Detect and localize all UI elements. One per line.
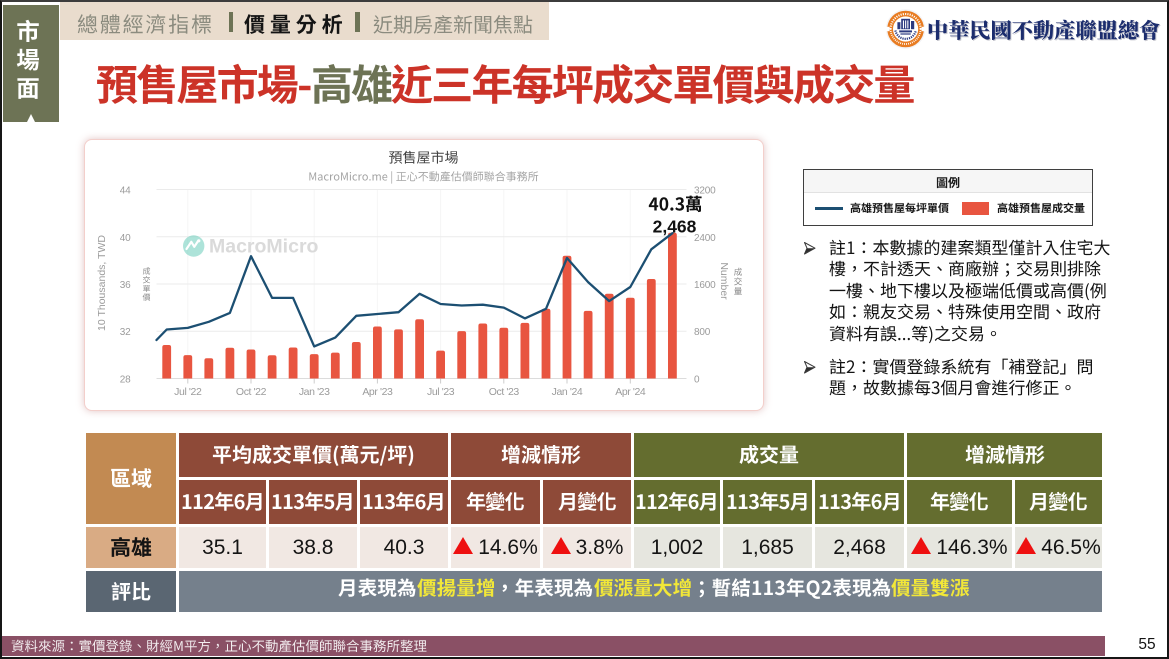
svg-text:Oct '22: Oct '22 <box>235 386 266 398</box>
svg-text:44: 44 <box>119 186 130 197</box>
svg-text:Apr '24: Apr '24 <box>615 386 646 398</box>
svg-text:28: 28 <box>119 375 130 386</box>
svg-text:40: 40 <box>119 233 130 244</box>
svg-text:Oct '23: Oct '23 <box>488 386 519 398</box>
svg-text:800: 800 <box>694 327 711 338</box>
svg-text:Apr '23: Apr '23 <box>362 386 393 398</box>
svg-text:2,468: 2,468 <box>652 217 696 237</box>
svg-text:2400: 2400 <box>694 233 716 244</box>
svg-text:MacroMicro: MacroMicro <box>209 236 319 258</box>
svg-text:Jan '23: Jan '23 <box>298 386 329 398</box>
svg-text:36: 36 <box>119 280 130 291</box>
svg-text:10 Thousands, TWD: 10 Thousands, TWD <box>96 235 108 331</box>
svg-text:Number: Number <box>718 262 730 300</box>
svg-text:Jul '23: Jul '23 <box>426 386 454 398</box>
svg-text:Jul '22: Jul '22 <box>174 386 202 398</box>
svg-text:32: 32 <box>119 327 130 338</box>
svg-text:3200: 3200 <box>694 186 716 197</box>
svg-text:0: 0 <box>694 375 700 386</box>
svg-text:1600: 1600 <box>694 280 716 291</box>
svg-text:Jan '24: Jan '24 <box>551 386 582 398</box>
